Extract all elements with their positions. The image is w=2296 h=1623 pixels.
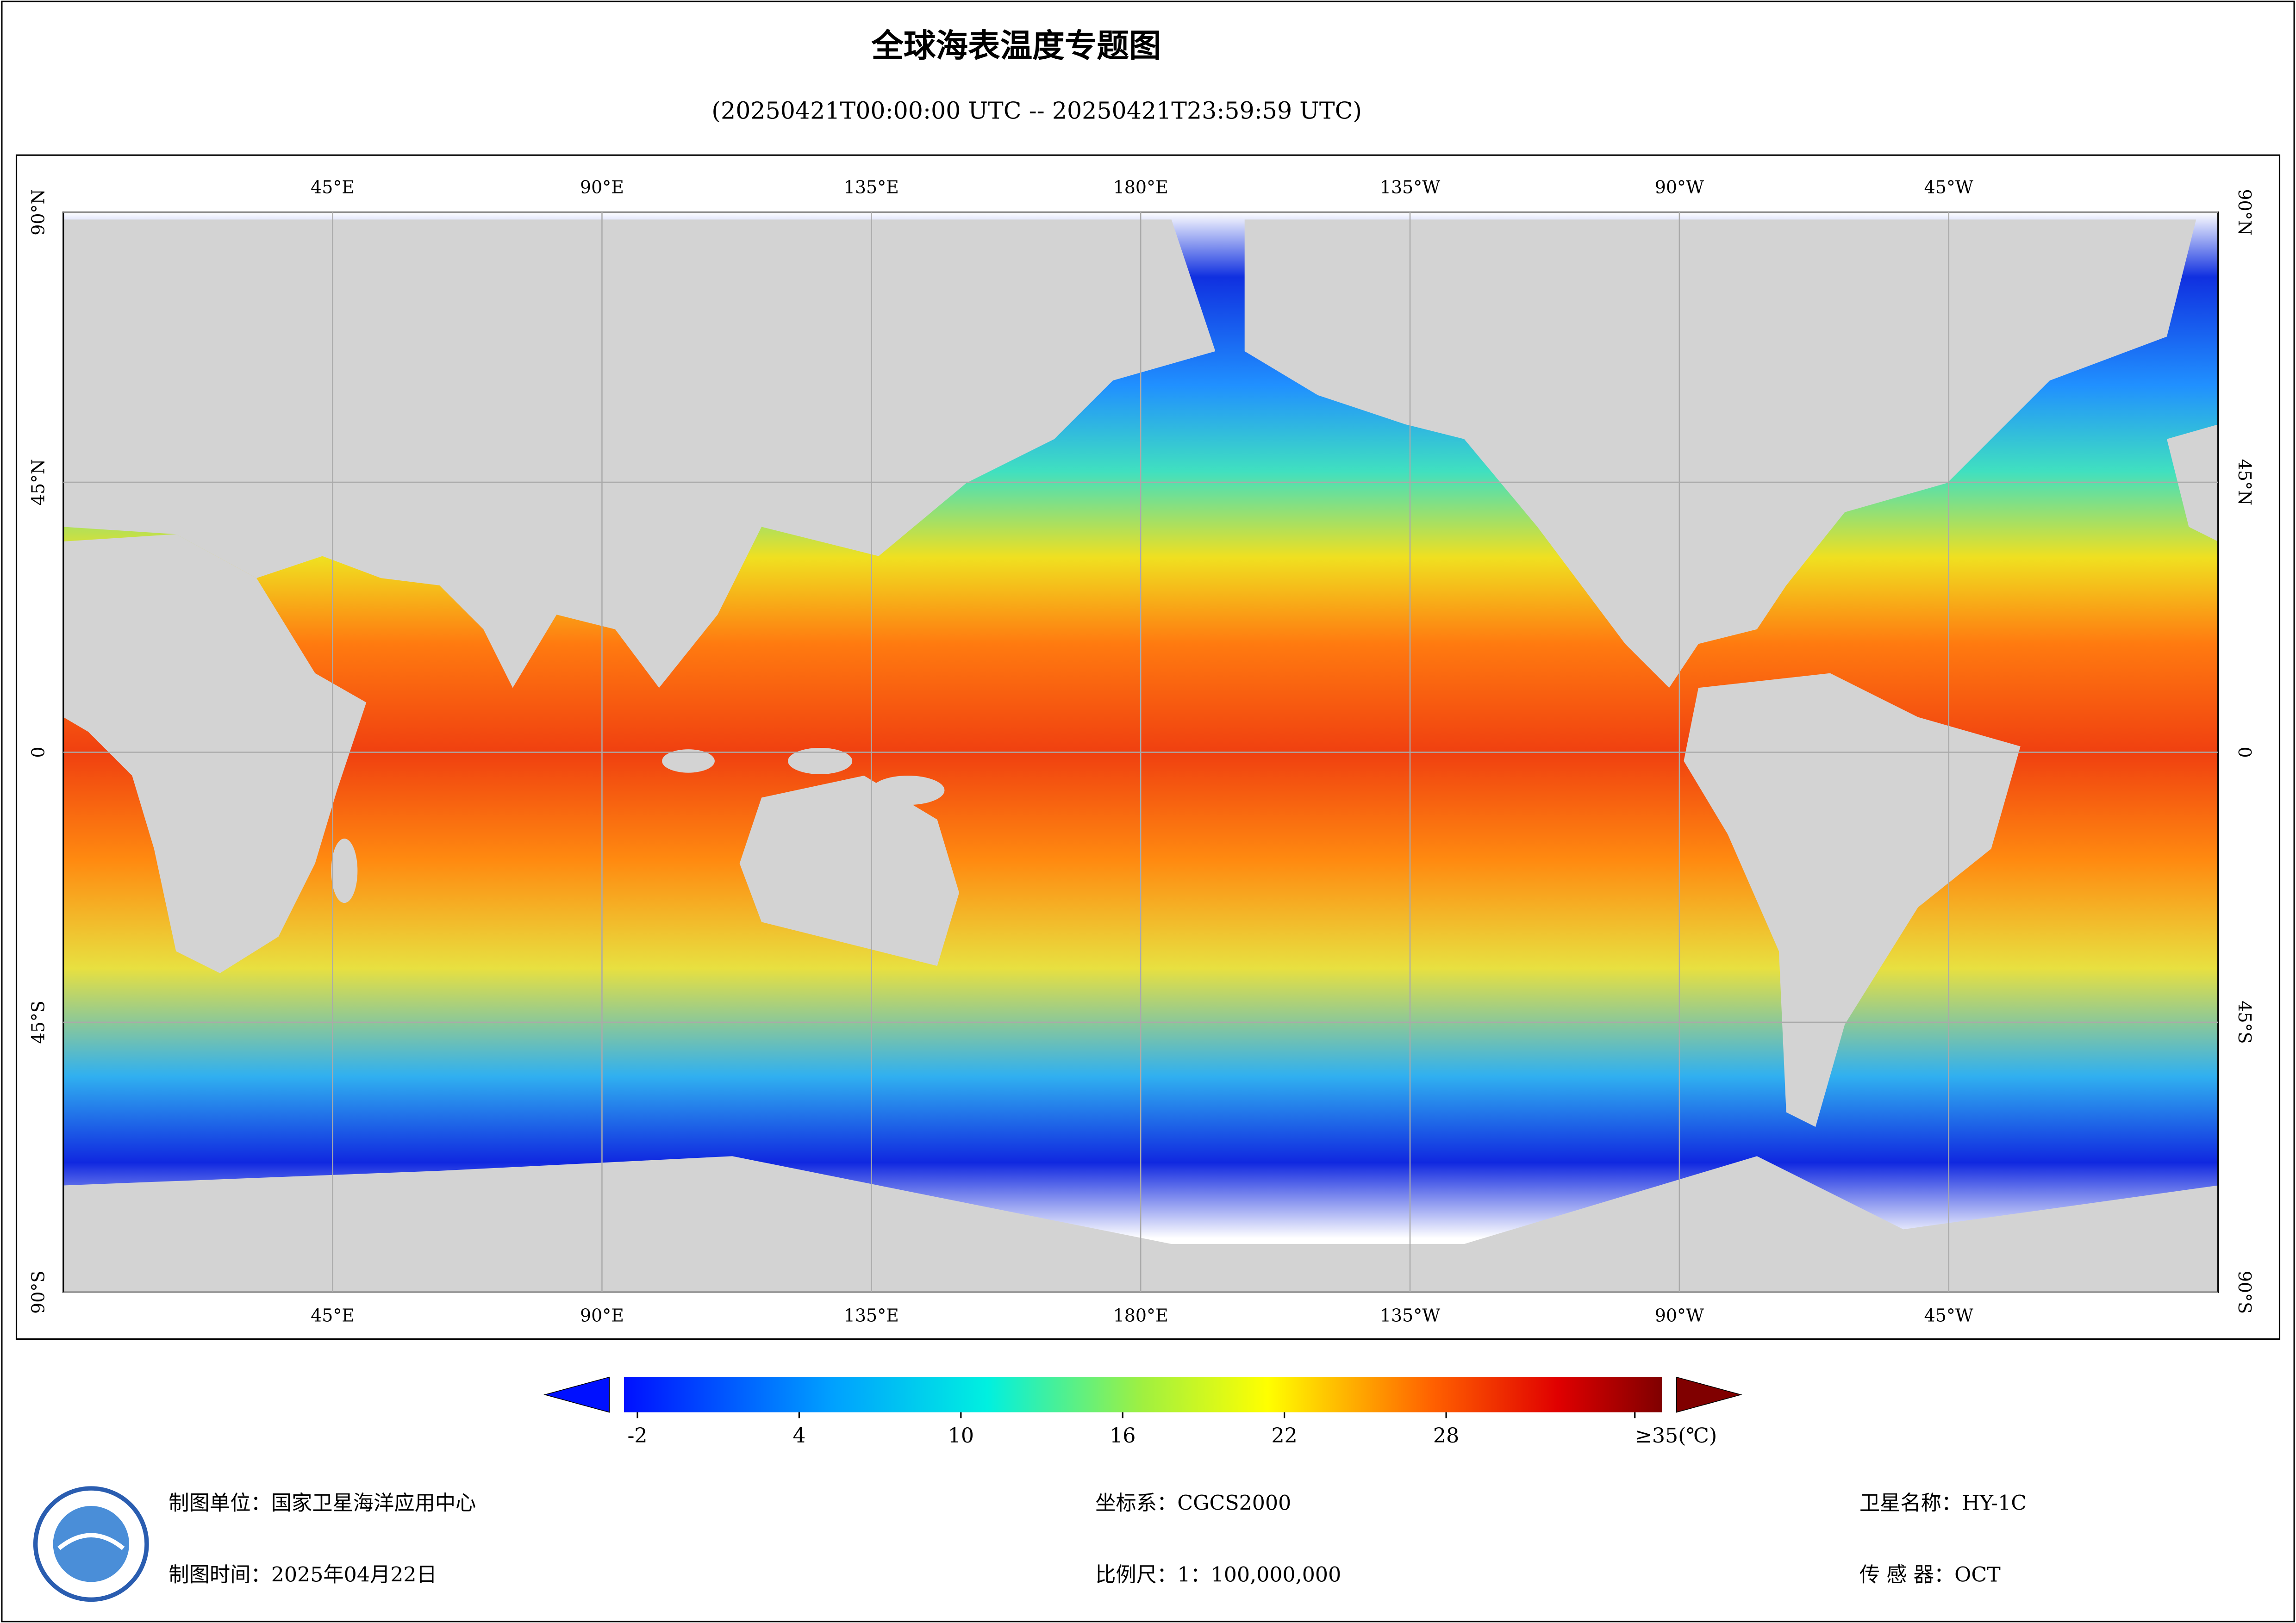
lon-label-top: 90°W [1655,177,1704,197]
lat-label-right: 90°N [2234,189,2255,235]
colorbar-low-arrow [543,1376,610,1413]
lon-label-bottom: 180°E [1113,1306,1168,1326]
colorbar-tick-label: 4 [792,1424,805,1448]
colorbar-tick-label: 10 [948,1424,974,1448]
logo [33,1486,149,1602]
map [62,211,2219,1293]
lat-label-left: 45°S [28,1001,49,1044]
footer-unit: 制图单位：国家卫星海洋应用中心 [168,1491,476,1515]
lon-label-top: 45°E [311,177,355,197]
lat-label-left: 0 [28,746,49,758]
lat-label-right: 90°S [2234,1271,2255,1314]
lon-label-top: 45°W [1924,177,1973,197]
footer-time: 制图时间：2025年04月22日 [168,1563,437,1586]
colorbar-tick-label: 22 [1272,1424,1298,1448]
footer-sensor: 传 感 器：OCT [1859,1563,2001,1586]
lon-label-top: 135°E [844,177,899,197]
footer-crs: 坐标系：CGCS2000 [1095,1491,1291,1515]
lon-label-bottom: 135°E [844,1306,899,1326]
lat-label-left: 90°N [28,189,49,235]
lon-label-top: 135°W [1380,177,1440,197]
lat-label-right: 45°N [2234,459,2255,505]
lat-label-left: 90°S [28,1271,49,1314]
colorbar-tick-label: 28 [1433,1424,1459,1448]
lon-label-bottom: 90°E [580,1306,624,1326]
lat-label-right: 45°S [2234,1001,2255,1044]
lon-label-top: 180°E [1113,177,1168,197]
lat-label-left: 45°N [28,459,49,505]
footer-scale: 比例尺：1：100,000,000 [1095,1563,1341,1586]
colorbar: -2 4 10 16 22 28 ≥35(℃) [543,1376,1742,1448]
colorbar-tick-label: 16 [1110,1424,1136,1448]
colorbar-high-arrow [1676,1376,1742,1413]
lon-label-bottom: 90°W [1655,1306,1704,1326]
lon-label-bottom: 45°W [1924,1306,1973,1326]
colorbar-tick-label: -2 [627,1424,647,1448]
lon-label-bottom: 45°E [311,1306,355,1326]
footer-satellite: 卫星名称：HY-1C [1859,1491,2027,1515]
lon-label-top: 90°E [580,177,624,197]
lon-label-bottom: 135°W [1380,1306,1440,1326]
title: 全球海表温度专题图 [871,27,1161,64]
lat-label-right: 0 [2234,746,2255,758]
map-frame [15,154,2281,1340]
colorbar-ramp [624,1377,1662,1412]
subtitle: (20250421T00:00:00 UTC -- 20250421T23:59… [711,97,1362,124]
colorbar-tick-label: ≥35(℃) [1635,1424,1717,1448]
